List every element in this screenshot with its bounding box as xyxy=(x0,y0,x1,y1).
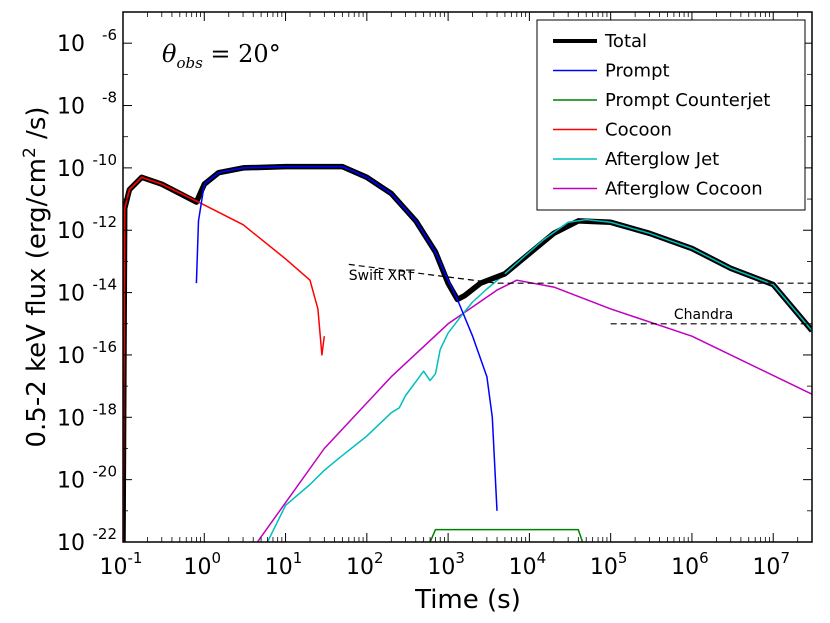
y-tick-label: 10 -22 xyxy=(57,525,117,556)
reference-label-swift: Swift XRT xyxy=(349,268,415,284)
reference-label-chandra: Chandra xyxy=(674,307,733,323)
y-tick-label: 10 -8 xyxy=(57,89,117,120)
legend: Total Prompt Prompt Counterjet Cocoon Afterg… xyxy=(536,19,806,211)
series-line-cocoon-overlay xyxy=(123,176,199,542)
series-line-ag_cocoon xyxy=(256,279,812,542)
y-tick-label: 10 -6 xyxy=(57,26,117,57)
legend-label-ag_jet: Afterglow Jet xyxy=(605,149,719,170)
plot-frame xyxy=(122,11,813,543)
reference-lines: Swift XRT Chandra xyxy=(348,263,812,325)
series-line-cocoon xyxy=(123,176,326,542)
x-tick-label: 104 xyxy=(509,549,547,580)
y-axis-title: 0.5-2 keV flux (erg/cm2 /s) xyxy=(20,106,52,447)
y-tick-label: 10 -16 xyxy=(57,338,117,369)
x-tick-label: 106 xyxy=(671,549,709,580)
series-curves xyxy=(123,163,812,542)
series-line-counterjet xyxy=(429,528,584,542)
legend-label-prompt: Prompt xyxy=(605,61,670,82)
x-tick-label: 10-1 xyxy=(100,549,143,580)
theta-annotation: θobs = 20° xyxy=(162,40,281,72)
legend-label-total: Total xyxy=(604,31,647,52)
series-line-ag_jet-overlay xyxy=(504,218,812,332)
x-axis-title: Time (s) xyxy=(414,585,521,615)
tick-labels: 10-1 100 101 102 103 104 105 106 107 10-22 10-20 10… xyxy=(57,26,790,580)
x-tick-label: 103 xyxy=(427,549,465,580)
y-tick-label: 10 -20 xyxy=(57,463,117,494)
x-tick-label: 100 xyxy=(184,549,222,580)
x-tick-label: 107 xyxy=(752,549,790,580)
series-line-prompt-overlay xyxy=(203,165,449,281)
legend-label-ag_cocoon: Afterglow Cocoon xyxy=(605,179,763,200)
y-tick-label: 10 -12 xyxy=(57,213,117,244)
x-tick-label: 105 xyxy=(590,549,628,580)
series-line-total xyxy=(123,163,812,542)
y-tick-label: 10 -18 xyxy=(57,400,117,431)
y-tick-label: 10 -14 xyxy=(57,276,117,307)
legend-box xyxy=(536,19,806,211)
series-line-prompt xyxy=(195,165,498,511)
legend-label-cocoon: Cocoon xyxy=(605,120,672,141)
x-tick-label: 102 xyxy=(346,549,384,580)
y-tick-label: 10 -10 xyxy=(57,151,117,182)
legend-label-counterjet: Prompt Counterjet xyxy=(605,90,770,111)
x-tick-label: 101 xyxy=(265,549,303,580)
